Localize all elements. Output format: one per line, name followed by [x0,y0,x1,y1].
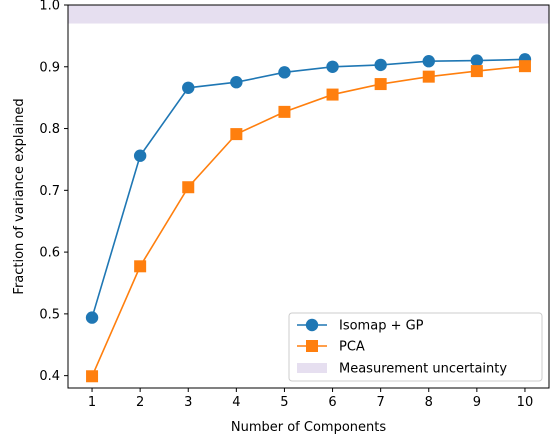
x-tick-label: 8 [425,395,433,410]
legend-item-pca: PCA [297,340,365,355]
legend: Isomap + GP PCA Measurement uncertainty [288,312,543,382]
y-tick-label: 0.7 [39,184,60,199]
series-layer [85,53,532,383]
x-tick-label: 2 [136,395,144,410]
x-tick-label: 6 [328,395,336,410]
data-point [374,78,387,91]
data-point [470,65,483,78]
data-point [133,149,147,162]
uncertainty-band-layer [68,5,549,24]
y-tick-label: 1.0 [39,0,60,14]
legend-label-isomap-gp: Isomap + GP [339,319,424,334]
data-point [518,60,531,73]
data-point [134,260,147,273]
data-point [230,76,243,89]
y-axis-title: Fraction of variance explained [12,98,27,294]
y-tick-label: 0.8 [39,122,60,137]
data-point [374,58,387,72]
data-point [85,311,99,324]
x-tick-label: 7 [377,395,385,410]
y-tick-label: 0.4 [39,369,60,384]
uncertainty-band [68,5,549,24]
series-line [91,65,526,377]
legend-marker-pca [306,340,318,352]
y-tick-label: 0.5 [39,307,60,322]
series-isomap-gp [85,53,532,324]
data-point [326,88,339,101]
data-point [422,70,435,83]
y-tick-label: 0.9 [39,60,60,75]
y-axis: 0.4 0.5 0.6 0.7 0.8 0.9 1.0 [39,0,68,384]
legend-item-isomap-gp: Isomap + GP [297,319,424,334]
series-pca [86,60,531,383]
y-tick-label: 0.6 [39,246,60,261]
data-point [278,66,291,79]
data-point [326,60,339,73]
data-point [422,55,435,68]
x-axis: 1 2 3 4 5 6 7 8 9 10 [88,388,533,410]
data-point [230,128,243,141]
legend-marker-isomap-gp [305,318,319,332]
legend-item-measurement-uncertainty: Measurement uncertainty [297,362,507,377]
legend-patch-measurement-uncertainty [297,363,327,373]
data-point [278,105,291,118]
legend-label-pca: PCA [339,340,365,355]
data-point [86,370,99,383]
data-point [182,181,195,194]
x-tick-label: 1 [88,395,96,410]
data-point [470,54,484,67]
plot-frame [67,4,550,389]
x-tick-label: 5 [280,395,288,410]
data-point [182,81,195,94]
legend-box [288,312,543,382]
legend-label-measurement-uncertainty: Measurement uncertainty [339,362,507,377]
x-tick-label: 4 [232,395,240,410]
series-line [91,58,525,318]
x-axis-title: Number of Components [231,420,386,435]
x-tick-label: 9 [473,395,481,410]
x-tick-label: 10 [517,395,534,410]
x-tick-label: 3 [184,395,192,410]
